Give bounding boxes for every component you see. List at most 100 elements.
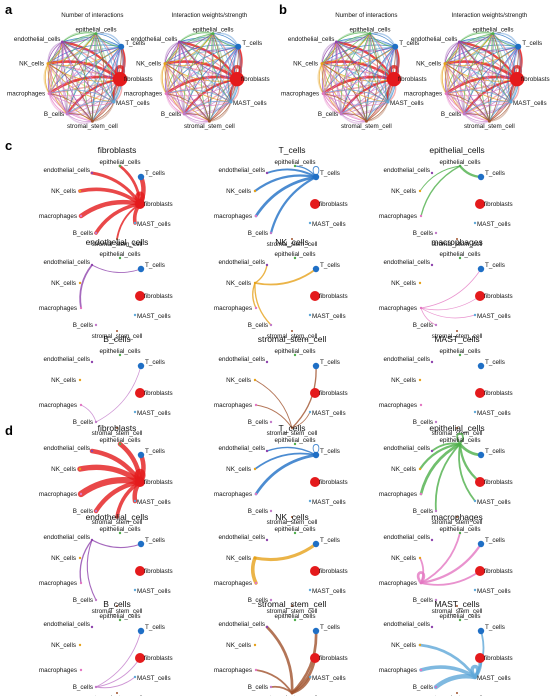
panel-d-b-cells-label-mast-cells: MAST_cells [137,675,171,682]
panel-c-macrophages-node-endothelial-cells [430,263,434,267]
panel-d-endothelial-cells-label-t-cells: T_cells [145,537,165,544]
panel-a-weight-edge-b-cells-to-stromal-stem-cell [183,113,210,122]
panel-b-weight-edge-macrophages-to-nk-cells [444,63,450,94]
panel-d-mast-cells-node-endothelial-cells [430,625,434,629]
panel-a-count-edge-stromal-stem-cell-to-macrophages [48,93,93,122]
panel-d-mast-cells-label-t-cells: T_cells [485,624,505,631]
panel-c-epithelial-cells-label-stromal-stem-cell: stromal_stem_cell [432,241,483,248]
panel-a-count-node-macrophages [47,92,51,96]
panel-a-count-edge-endothelial-cells-to-nk-cells [47,41,63,64]
panel-d-b-cells-label-epithelial-cells: epithelial_cells [100,613,141,620]
panel-d-mast-cells-label-epithelial-cells: epithelial_cells [440,613,481,620]
panel-c-mast-cells-label-t-cells: T_cells [485,359,505,366]
panel-d-b-cells-node-macrophages [79,668,83,672]
panel-b-count-node-endothelial-cells [334,40,338,44]
panel-d-mast-cells-node-mast-cells [473,675,477,679]
panel-a-count-node-endothelial-cells [60,40,64,44]
panel-d-epithelial-cells-node-mast-cells [473,499,477,503]
panel-d-endothelial-cells-label-mast-cells: MAST_cells [137,588,171,595]
panel-c-t-cells-edge-t-cells-to-nk-cells [253,174,318,193]
panel-d-t-cells-node-mast-cells [308,499,312,503]
panel-d-epithelial-cells-edge-epithelial-cells-to-t-cells [458,442,483,457]
panel-c-fibroblasts-label-endothelial-cells: endothelial_cells [43,167,90,174]
panel-c-b-cells-label-macrophages: macrophages [39,402,77,409]
panel-c-fibroblasts-label-nk-cells: NK_cells [51,188,76,195]
panel-b-count-edge-mast-cells-to-nk-cells [321,63,389,103]
panel-d-macrophages-label-b-cells: B_cells [413,597,433,604]
panel-b-weight-node-t-cells [515,43,522,50]
panel-d-macrophages-title: macrophages [431,512,483,522]
panel-a-weight-label-epithelial-cells: epithelial_cells [193,27,234,34]
panel-d-b-cells-node-b-cells [94,685,98,689]
panel-d-stromal-stem-cell-label-endothelial-cells: endothelial_cells [218,621,265,628]
panel-d-nk-cells-node-b-cells [269,598,273,602]
panel-a-weight-edge-stromal-stem-cell-to-nk-cells [164,63,210,122]
panel-c-t-cells-edge-t-cells-to-b-cells [269,175,318,235]
panel-c-macrophages-label-mast-cells: MAST_cells [477,313,511,320]
panel-c-epithelial-cells-label-mast-cells: MAST_cells [477,221,511,228]
panel-b-weight-label-b-cells: B_cells [441,111,461,118]
panel-d-mast-cells-label-macrophages: macrophages [379,667,417,674]
panel-c-nk-cells-node-mast-cells [308,313,312,317]
panel-c-nk-cells-label-fibroblasts: fibroblasts [319,293,348,300]
panel-c-mast-cells-subplot: fibroblastsT_cellsepithelial_cellsendoth… [379,334,513,437]
panel-c-endothelial-cells-node-nk-cells [78,281,82,285]
panel-b-count-edge-b-cells-to-stromal-stem-cell [340,113,367,124]
panel-d-b-cells-node-endothelial-cells [90,625,94,629]
panel-c-stromal-stem-cell-node-fibroblasts [310,388,320,398]
panel-c-stromal-stem-cell-node-macrophages [254,403,258,407]
panel-b-count-node-stromal-stem-cell [364,119,368,123]
panel-a-weight-edge-b-cells-to-endothelial-cells [179,41,191,115]
panel-d-endothelial-cells-node-fibroblasts [135,566,145,576]
panel-b-weight-edge-mast-cells-to-endothelial-cells [459,41,512,103]
panel-d-b-cells-node-epithelial-cells [118,618,122,622]
panel-c-epithelial-cells-title: epithelial_cells [429,145,484,155]
panel-d-fibroblasts-node-mast-cells [133,499,137,503]
panel-a-weight-edge-stromal-stem-cell-to-macrophages [165,93,210,122]
panel-d-b-cells-label-nk-cells: NK_cells [51,642,76,649]
panel-c-fibroblasts-node-mast-cells [133,221,137,225]
panel-a-weight-edge-epithelial-cells-to-nk-cells [164,32,214,65]
panel-a-count-node-mast-cells [112,100,116,104]
panel-c-t-cells-label-stromal-stem-cell: stromal_stem_cell [267,241,318,248]
panel-d-macrophages-edge-macrophages-to-fibroblasts [420,570,481,586]
panel-d-macrophages-label-endothelial-cells: endothelial_cells [383,534,430,541]
panel-d-mast-cells-subplot: fibroblasts T_cells epithelial_cellsendoth… [379,599,513,696]
panel-label-c: c [5,138,13,153]
panel-d-epithelial-cells-edge-epithelial-cells-to-epithelial-cells [456,432,464,445]
panel-c-stromal-stem-cell-label-fibroblasts: fibroblasts [319,390,348,397]
panel-d-macrophages-node-t-cells [477,540,485,548]
panel-a-weight-edge-mast-cells-to-macrophages [165,89,232,103]
panel-b-weight-edge-nk-cells-to-epithelial-cells [444,33,494,64]
panel-c-fibroblasts-node-nk-cells [78,189,82,193]
panel-c-macrophages-node-macrophages [419,306,423,310]
panel-b-count-edge-stromal-stem-cell-to-b-cells [340,113,367,122]
panel-d-fibroblasts-node-nk-cells [78,467,82,471]
panel-c-epithelial-cells-label-b-cells: B_cells [413,230,433,237]
panel-d-macrophages-node-b-cells [434,598,438,602]
panel-d-epithelial-cells-label-b-cells: B_cells [413,508,433,515]
panel-b-weight-node-nk-cells [443,62,447,66]
panel-c-t-cells-label-epithelial-cells: epithelial_cells [275,159,316,166]
panel-d-nk-cells-node-mast-cells [308,588,312,592]
panel-c-mast-cells-label-nk-cells: NK_cells [391,377,416,384]
panel-a-count-edge-endothelial-cells-to-nk-cells [47,41,63,64]
panel-c-epithelial-cells-label-endothelial-cells: endothelial_cells [383,167,430,174]
panel-c-stromal-stem-cell-node-nk-cells [253,378,257,382]
panel-d-nk-cells-label-nk-cells: NK_cells [226,555,251,562]
panel-a-count-edge-nk-cells-to-fibroblasts [47,63,121,82]
panel-a-count-edge-stromal-stem-cell-to-nk-cells [47,63,93,122]
panel-c-t-cells-node-mast-cells [308,221,312,225]
panel-c-endothelial-cells-edge-endothelial-cells-to-t-cells [91,264,142,274]
panel-a-count-edge-mast-cells-to-b-cells [66,100,115,115]
panel-d-fibroblasts-label-fibroblasts: fibroblasts [144,479,173,486]
panel-d-t-cells-node-t-cells [312,451,320,459]
panel-a-count-edge-b-cells-to-epithelial-cells [66,33,97,115]
panel-d-mast-cells-label-mast-cells: MAST_cells [477,675,511,682]
panel-c-endothelial-cells-node-endothelial-cells [90,263,94,267]
panel-b-weight-label-fibroblasts: fibroblasts [521,76,550,83]
panel-b-count-edge-nk-cells-to-endothelial-cells [321,41,337,64]
panel-a-count-edge-endothelial-cells-to-epithelial-cells [62,33,97,44]
panel-c-macrophages-node-mast-cells [473,313,477,317]
panel-b-count-label-macrophages: macrophages [281,91,319,98]
